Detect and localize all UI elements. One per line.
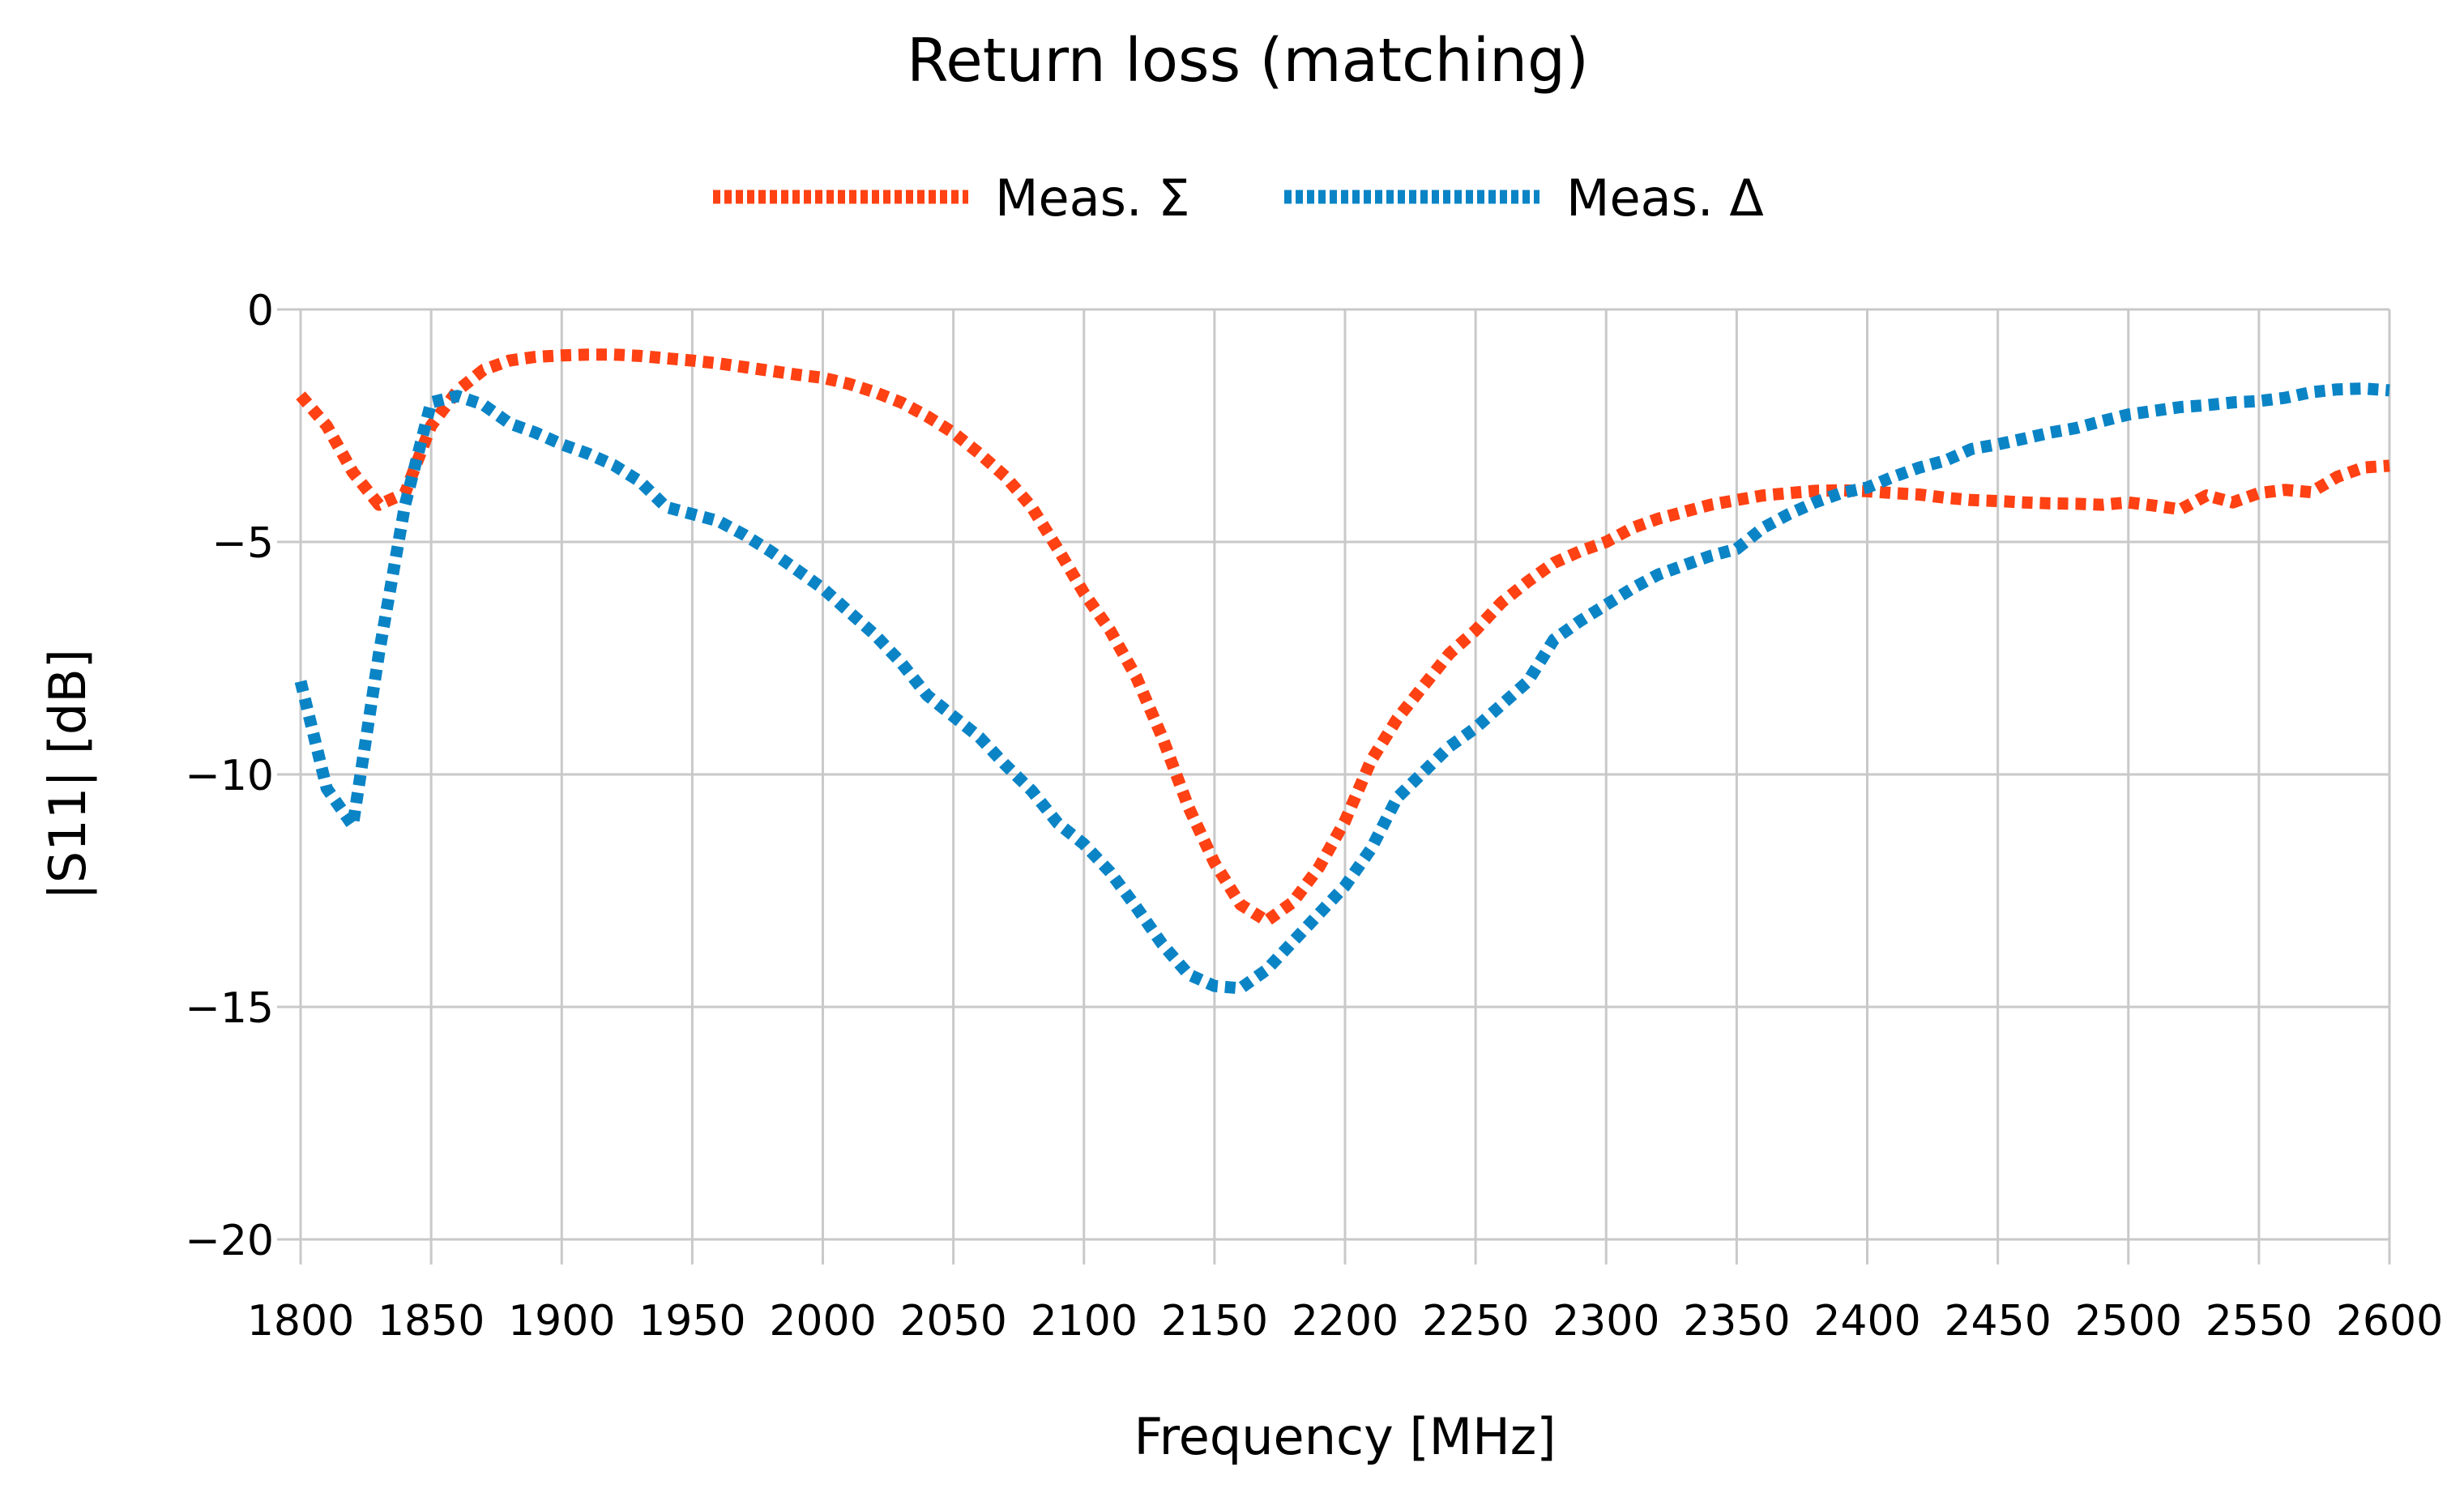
x-tick-label: 2350 bbox=[1683, 1297, 1790, 1346]
legend-label-sigma: Meas. Σ bbox=[995, 168, 1190, 228]
x-tick-label: 2450 bbox=[1944, 1297, 2051, 1346]
x-tick-label: 2600 bbox=[2336, 1297, 2443, 1346]
y-tick-label: −15 bbox=[185, 984, 274, 1033]
x-tick-label: 1850 bbox=[378, 1297, 485, 1346]
chart-legend: Meas. Σ Meas. Δ bbox=[713, 168, 1764, 228]
tick-labels: 1800 1850 1900 1950 2000 2050 2100 2150 2200 2250… bbox=[185, 287, 2443, 1346]
x-tick-label: 1800 bbox=[247, 1297, 354, 1346]
x-tick-label: 2200 bbox=[1292, 1297, 1399, 1346]
x-tick-label: 1950 bbox=[638, 1297, 745, 1346]
y-axis-label: |S11| [dB] bbox=[38, 649, 98, 900]
chart-title: Return loss (matching) bbox=[907, 26, 1589, 96]
y-tick-label: −20 bbox=[185, 1217, 274, 1265]
x-tick-label: 2400 bbox=[1813, 1297, 1920, 1346]
y-tick-label: −5 bbox=[211, 519, 274, 568]
x-tick-label: 2000 bbox=[769, 1297, 876, 1346]
legend-item-sigma: Meas. Σ bbox=[713, 168, 1190, 228]
y-tick-label: −10 bbox=[185, 752, 274, 800]
x-tick-label: 2500 bbox=[2075, 1297, 2182, 1346]
x-tick-label: 2250 bbox=[1422, 1297, 1529, 1346]
x-tick-label: 2050 bbox=[899, 1297, 1006, 1346]
x-tick-label: 1900 bbox=[508, 1297, 615, 1346]
y-tick-label: 0 bbox=[247, 287, 274, 335]
x-tick-label: 2150 bbox=[1161, 1297, 1268, 1346]
legend-label-delta: Meas. Δ bbox=[1566, 168, 1764, 228]
x-tick-label: 2300 bbox=[1552, 1297, 1659, 1346]
data-curves bbox=[294, 348, 2390, 995]
x-tick-label: 2100 bbox=[1031, 1297, 1138, 1346]
plot-grid bbox=[277, 308, 2391, 1265]
legend-item-delta: Meas. Δ bbox=[1284, 168, 1764, 228]
x-tick-label: 2550 bbox=[2206, 1297, 2312, 1346]
delta-curve bbox=[294, 382, 2390, 995]
sigma-curve bbox=[296, 348, 2390, 928]
x-axis-label: Frequency [MHz] bbox=[1134, 1407, 1556, 1466]
